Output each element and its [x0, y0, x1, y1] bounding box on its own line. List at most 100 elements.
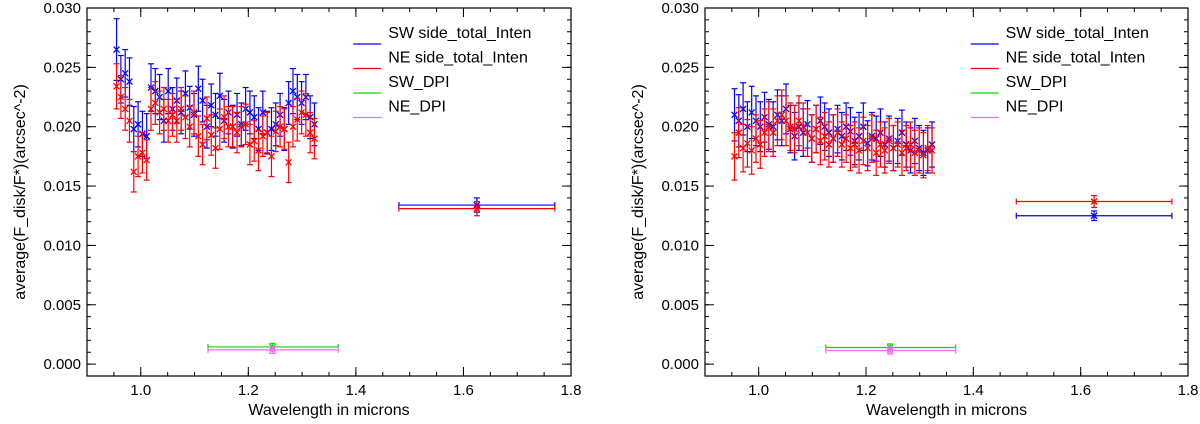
series-ne-side-total-inten — [113, 63, 318, 193]
data-point — [164, 117, 172, 125]
x-tick-label: 1.2 — [856, 382, 877, 399]
data-point — [259, 109, 267, 116]
legend-label: SW_DPI — [388, 74, 449, 91]
series-sw-side-total-inten-h-band- — [1015, 210, 1173, 222]
data-point — [756, 141, 764, 148]
data-point — [147, 105, 155, 113]
data-point — [886, 347, 894, 354]
y-tick-label: 0.005 — [43, 297, 81, 314]
data-point — [276, 123, 284, 131]
series-ne-dpi — [207, 345, 339, 355]
data-point — [194, 132, 202, 140]
data-point — [735, 129, 743, 137]
y-axis-label: average(F_disk/F*)(arcsec^-2) — [630, 84, 647, 300]
chart-panel-2: 1.0 1.2 1.4 1.6 1.8 0.000 0.005 0.010 0.015 0.020… — [630, 0, 1198, 419]
y-tick-label: 0.000 — [43, 356, 81, 373]
y-tick-label: 0.000 — [661, 356, 699, 373]
data-point — [838, 141, 846, 148]
data-point — [280, 125, 288, 133]
data-point — [250, 137, 258, 145]
data-point — [894, 141, 902, 148]
data-point — [151, 99, 159, 107]
data-point — [190, 109, 198, 116]
data-point — [473, 205, 481, 213]
data-point — [220, 113, 228, 121]
data-point — [808, 135, 816, 143]
data-point — [267, 152, 275, 160]
data-point — [242, 120, 250, 128]
data-point — [229, 123, 237, 131]
data-point — [306, 129, 314, 137]
data-point — [126, 78, 133, 86]
y-axis-label: average(F_disk/F*)(arcsec^-2) — [12, 84, 29, 300]
x-tick-label: 1.8 — [561, 382, 582, 399]
legend-label: SW_DPI — [1006, 74, 1067, 91]
data-point — [752, 135, 760, 143]
data-point — [269, 346, 276, 354]
data-point — [117, 93, 125, 101]
data-point — [199, 141, 207, 148]
y-tick-label: 0.015 — [661, 178, 699, 195]
data-point — [293, 93, 301, 101]
data-point — [782, 117, 790, 125]
data-point — [289, 87, 297, 95]
data-point — [289, 123, 297, 131]
series-ne-side-total-inten — [731, 89, 936, 181]
data-point — [233, 129, 241, 137]
data-point — [121, 105, 129, 113]
data-point — [173, 117, 181, 125]
data-point — [143, 132, 151, 140]
data-point — [761, 129, 769, 137]
data-point — [877, 141, 884, 148]
data-point — [799, 123, 807, 131]
x-tick-label: 1.6 — [1070, 382, 1091, 399]
legend-label: NE_DPI — [1006, 99, 1064, 116]
data-point — [126, 117, 133, 125]
data-point — [829, 135, 837, 143]
data-point — [143, 156, 151, 164]
y-tick-label: 0.010 — [43, 237, 81, 254]
x-tick-label: 1.4 — [345, 382, 366, 399]
data-point — [825, 141, 833, 148]
data-point — [212, 111, 219, 119]
y-tick-label: 0.030 — [43, 0, 81, 17]
x-tick-label: 1.4 — [963, 382, 984, 399]
data-point — [868, 135, 876, 143]
x-axis-label: Wavelength in microns — [248, 402, 409, 419]
data-point — [842, 135, 850, 143]
data-point — [169, 111, 176, 119]
data-point — [203, 114, 211, 122]
data-point — [216, 125, 224, 133]
data-point — [791, 125, 799, 133]
data-point — [130, 168, 138, 176]
series-ne-side-total-inten-h-band- — [1015, 194, 1173, 209]
data-point — [237, 123, 245, 131]
data-point — [160, 105, 168, 113]
y-tick-label: 0.015 — [43, 178, 81, 195]
data-point — [855, 146, 863, 154]
data-point — [212, 144, 219, 152]
data-point — [181, 113, 189, 121]
data-point — [924, 144, 932, 152]
data-point — [263, 129, 271, 137]
data-point — [199, 97, 207, 105]
data-point — [795, 117, 803, 125]
data-point — [285, 99, 293, 107]
data-point — [113, 46, 121, 54]
y-tick-label: 0.025 — [661, 59, 699, 76]
legend-label: NE side_total_Inten — [388, 50, 528, 67]
legend-label: NE side_total_Inten — [1006, 50, 1146, 67]
data-point — [864, 144, 872, 152]
data-point — [748, 146, 756, 154]
data-point — [293, 116, 301, 124]
data-point — [311, 135, 318, 143]
x-tick-label: 1.8 — [1178, 382, 1199, 399]
data-point — [113, 82, 121, 90]
data-point — [911, 149, 919, 157]
data-point — [804, 129, 811, 137]
data-point — [885, 137, 893, 145]
legend-label: SW side_total_Inten — [388, 25, 531, 42]
data-point — [1090, 212, 1098, 220]
x-axis-label: Wavelength in microns — [866, 402, 1027, 419]
